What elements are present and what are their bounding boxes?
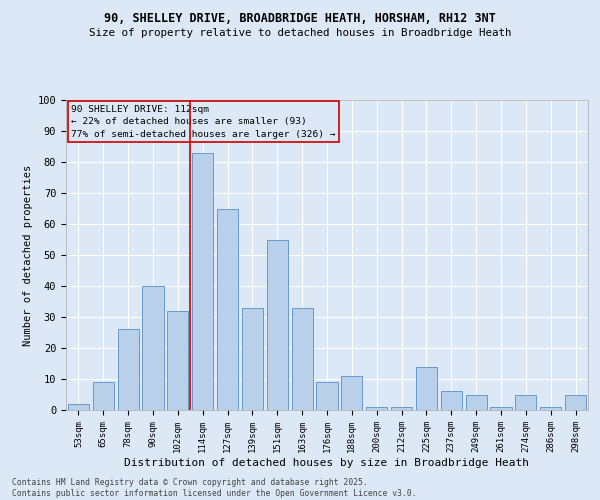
Text: 90 SHELLEY DRIVE: 112sqm
← 22% of detached houses are smaller (93)
77% of semi-d: 90 SHELLEY DRIVE: 112sqm ← 22% of detach… (71, 104, 336, 138)
Bar (565, 394, 586, 410)
Bar (366, 407, 387, 410)
Y-axis label: Number of detached properties: Number of detached properties (23, 164, 34, 346)
Bar (515, 394, 536, 410)
Text: 90, SHELLEY DRIVE, BROADBRIDGE HEATH, HORSHAM, RH12 3NT: 90, SHELLEY DRIVE, BROADBRIDGE HEATH, HO… (104, 12, 496, 26)
Bar (490, 407, 512, 410)
Bar (192, 152, 213, 410)
Bar (242, 308, 263, 410)
Bar (316, 382, 338, 410)
Bar (540, 407, 561, 410)
X-axis label: Distribution of detached houses by size in Broadbridge Heath: Distribution of detached houses by size … (125, 458, 530, 468)
Bar (341, 376, 362, 410)
Bar (93, 382, 114, 410)
Bar (118, 330, 139, 410)
Bar (416, 366, 437, 410)
Bar (68, 404, 89, 410)
Bar (167, 311, 188, 410)
Bar (391, 407, 412, 410)
Bar (217, 208, 238, 410)
Bar (292, 308, 313, 410)
Text: Size of property relative to detached houses in Broadbridge Heath: Size of property relative to detached ho… (89, 28, 511, 38)
Bar (441, 392, 462, 410)
Bar (267, 240, 288, 410)
Bar (466, 394, 487, 410)
Bar (142, 286, 164, 410)
Text: Contains HM Land Registry data © Crown copyright and database right 2025.
Contai: Contains HM Land Registry data © Crown c… (12, 478, 416, 498)
